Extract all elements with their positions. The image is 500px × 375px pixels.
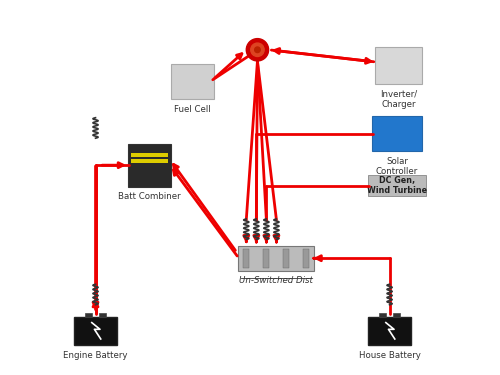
FancyBboxPatch shape bbox=[130, 153, 168, 157]
Circle shape bbox=[254, 47, 260, 53]
Text: Batt Combiner: Batt Combiner bbox=[118, 192, 181, 201]
FancyBboxPatch shape bbox=[74, 317, 117, 345]
FancyBboxPatch shape bbox=[379, 313, 386, 317]
FancyBboxPatch shape bbox=[85, 313, 92, 317]
Circle shape bbox=[250, 43, 264, 57]
FancyBboxPatch shape bbox=[368, 317, 411, 345]
Text: DC Gen,
Wind Turbine: DC Gen, Wind Turbine bbox=[367, 176, 427, 195]
Text: Solar
Controller: Solar Controller bbox=[376, 157, 418, 176]
FancyBboxPatch shape bbox=[170, 63, 214, 99]
FancyBboxPatch shape bbox=[303, 249, 309, 267]
Text: House Battery: House Battery bbox=[358, 351, 420, 360]
FancyBboxPatch shape bbox=[263, 249, 269, 267]
Text: Fuel Cell: Fuel Cell bbox=[174, 105, 210, 114]
FancyBboxPatch shape bbox=[99, 313, 106, 317]
Text: Engine Battery: Engine Battery bbox=[64, 351, 128, 360]
FancyBboxPatch shape bbox=[368, 175, 426, 196]
FancyBboxPatch shape bbox=[394, 313, 400, 317]
FancyBboxPatch shape bbox=[238, 246, 314, 270]
Circle shape bbox=[246, 39, 268, 61]
FancyBboxPatch shape bbox=[376, 47, 422, 84]
FancyBboxPatch shape bbox=[130, 159, 168, 163]
Text: Inverter/
Charger: Inverter/ Charger bbox=[380, 90, 418, 110]
FancyBboxPatch shape bbox=[283, 249, 289, 267]
Text: Un-Switched Dist: Un-Switched Dist bbox=[239, 276, 313, 285]
FancyBboxPatch shape bbox=[244, 249, 250, 267]
FancyBboxPatch shape bbox=[128, 144, 171, 187]
FancyBboxPatch shape bbox=[372, 116, 422, 152]
